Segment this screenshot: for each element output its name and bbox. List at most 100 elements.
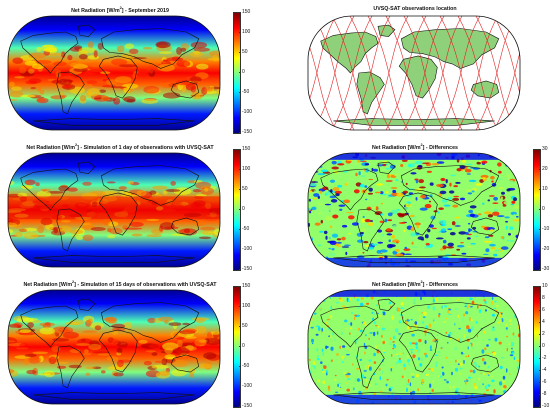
coastline-greenland (77, 24, 96, 37)
coastline-antarctica (333, 392, 495, 400)
coastline-south-america (56, 345, 85, 389)
coastline-africa (98, 329, 138, 373)
world-map (307, 15, 521, 131)
colorbar-tick-label: 100 (242, 166, 251, 172)
title-superscript: 2 (74, 143, 78, 147)
coastline-africa (98, 55, 138, 99)
coastline-australia (170, 80, 200, 99)
colorbar-tick-label: -150 (242, 129, 253, 135)
colorbar-tick-label: -100 (242, 383, 253, 389)
world-map (307, 152, 521, 268)
coastline-greenland (77, 298, 96, 311)
colorbar-tick-label: -4 (542, 367, 547, 373)
title-text: Net Radiation [W/m (23, 281, 73, 288)
track-line (421, 16, 463, 130)
colorbar-gradient (533, 286, 541, 408)
map-field (308, 290, 520, 404)
colorbar-tick-label: -150 (242, 403, 253, 409)
colorbar-tick-mark (539, 394, 541, 395)
panel-title: Net Radiation [W/m2] - Differences (305, 280, 525, 288)
colorbar: 150 100 50 0 -50 -100 -150 (233, 283, 268, 409)
panel-net-radiation-september: Net Radiation [W/m2] - September 2019 15… (0, 0, 275, 137)
colorbar-tick-label: 100 (242, 29, 251, 35)
coastline-africa (398, 55, 438, 99)
colorbar-tick-label: -50 (242, 363, 250, 369)
colorbar-tick-mark (239, 386, 241, 387)
coastline-australia (170, 217, 200, 236)
colorbar-tick-label: 50 (242, 186, 248, 192)
map-frame (307, 289, 521, 405)
colorbar-gradient (533, 149, 541, 271)
map-field (8, 16, 220, 130)
track-line (313, 16, 355, 130)
colorbar-tick-mark (239, 149, 241, 150)
colorbar-tick-mark (539, 382, 541, 383)
panel-title: UVSQ-SAT observations location (305, 6, 525, 12)
colorbar-gradient (233, 149, 241, 271)
colorbar-tick-label: -10 (542, 226, 550, 232)
colorbar-tick-mark (539, 269, 541, 270)
colorbar-tick-mark (239, 112, 241, 113)
panel-title: Net Radiation [W/m2] - Differences (305, 143, 525, 151)
colorbar-tick-mark (539, 406, 541, 407)
colorbar: 150 100 50 0 -50 -100 -150 (233, 9, 268, 135)
map-field (8, 290, 220, 404)
track-line (493, 16, 520, 130)
coastline-antarctica (33, 392, 195, 400)
colorbar-tick-label: 20 (542, 166, 548, 172)
track-line (308, 16, 337, 130)
colorbar-tick-mark (539, 149, 541, 150)
colorbar-tick-label: 8 (542, 295, 545, 301)
colorbar-tick-label: 150 (242, 9, 251, 15)
colorbar-tick-mark (239, 52, 241, 53)
colorbar-tick-mark (539, 286, 541, 287)
colorbar-tick-mark (239, 32, 241, 33)
colorbar-tick-mark (239, 229, 241, 230)
coastline-africa (398, 329, 438, 373)
panel-net-radiation-15-days: Net Radiation [W/m2] - Simulation of 15 … (0, 274, 275, 410)
colorbar-tick-mark (539, 370, 541, 371)
colorbar-tick-mark (239, 249, 241, 250)
colorbar: 30 20 10 0 -10 -20 -30 (533, 146, 550, 272)
colorbar-tick-mark (239, 406, 241, 407)
coastline-greenland (377, 298, 396, 311)
title-text: Net Radiation [W/m (371, 281, 421, 288)
coastline-eurasia (400, 28, 500, 69)
coastline-north-america (320, 305, 379, 348)
colorbar-tick-mark (239, 366, 241, 367)
title-text-end: ] - September 2019 (121, 7, 169, 14)
track-line (385, 16, 427, 130)
coastline-antarctica (333, 255, 495, 263)
map-frame (307, 15, 521, 131)
colorbar-tick-label: 150 (242, 146, 251, 152)
colorbar-tick-mark (239, 169, 241, 170)
coastline-antarctica (33, 255, 195, 263)
colorbar-tick-label: 10 (542, 283, 548, 289)
coastline-africa (98, 192, 138, 236)
track-line (313, 16, 355, 130)
coastline-africa (398, 192, 438, 236)
colorbar-tick-label: 2 (542, 331, 545, 337)
map-field (308, 153, 520, 267)
track-line (457, 16, 499, 130)
colorbar-tick-label: -30 (542, 266, 550, 272)
colorbar-tick-mark (239, 269, 241, 270)
colorbar: 150 100 50 0 -50 -100 -150 (233, 146, 268, 272)
coastline-australia (470, 354, 500, 373)
track-line (349, 16, 391, 130)
title-superscript: 2 (420, 143, 423, 147)
colorbar-tick-mark (239, 189, 241, 190)
colorbar-tick-mark (239, 12, 241, 13)
colorbar-tick-label: 4 (542, 319, 545, 325)
coastline-south-america (356, 208, 385, 252)
track-line (493, 16, 520, 130)
colorbar-tick-label: 100 (242, 303, 251, 309)
colorbar-tick-label: -10 (542, 403, 550, 409)
coastline-eurasia (400, 165, 500, 206)
panel-observations-location: UVSQ-SAT observations location (275, 0, 550, 137)
coastline-south-america (356, 345, 385, 389)
title-superscript: 2 (119, 6, 122, 10)
panel-title: Net Radiation [W/m2] - Simulation of 15 … (0, 280, 240, 288)
coastline-eurasia (100, 165, 200, 206)
world-map (7, 15, 221, 131)
